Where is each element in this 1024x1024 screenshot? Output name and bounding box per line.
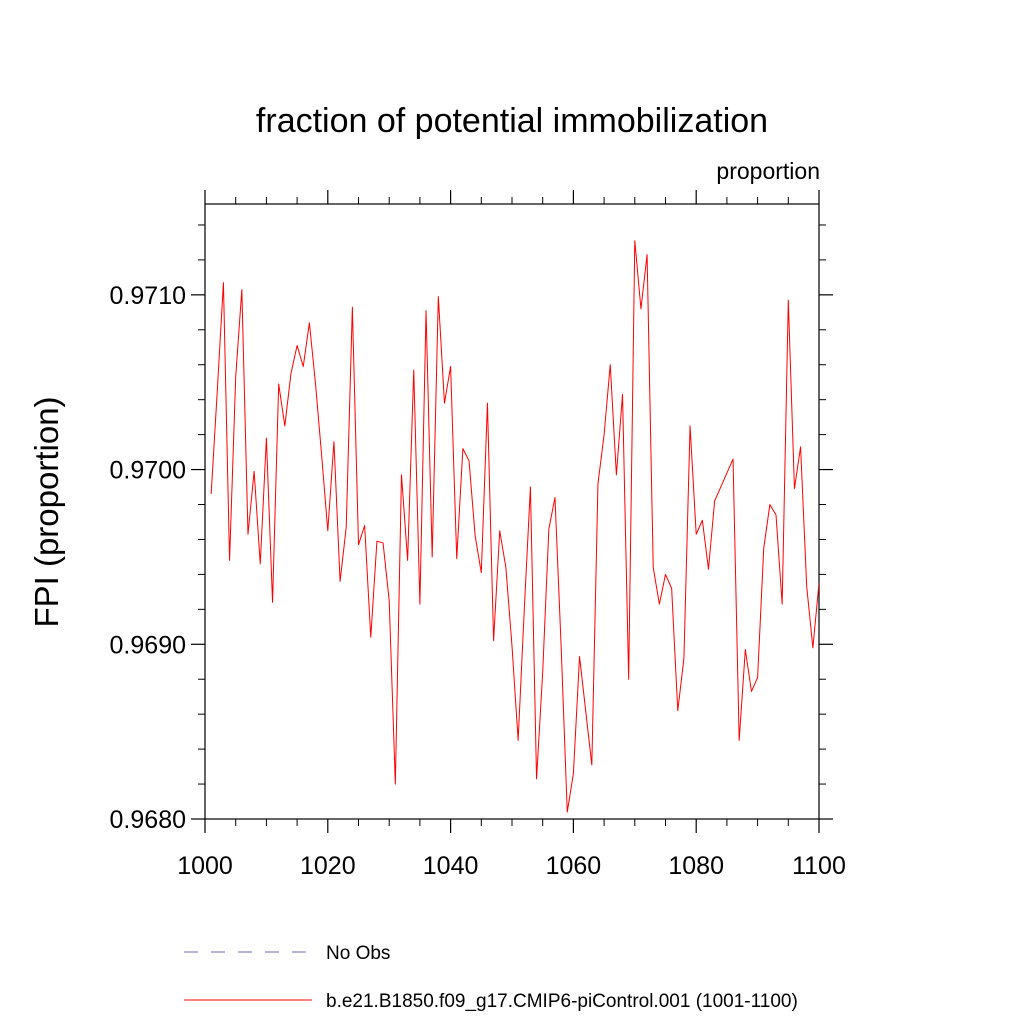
- y-axis-label: FPI (proportion): [28, 396, 65, 627]
- legend: No Obs b.e21.B1850.f09_g17.CMIP6-piContro…: [184, 943, 798, 1012]
- x-tick-label: 1100: [792, 852, 846, 880]
- y-tick-label: 0.9690: [110, 631, 186, 659]
- y-tick-label: 0.9700: [110, 457, 186, 485]
- x-tick-label: 1000: [177, 852, 233, 880]
- chart-title: fraction of potential immobilization: [256, 102, 768, 140]
- x-tick-label: 1020: [300, 852, 356, 880]
- y-tick-label: 0.9710: [110, 282, 186, 310]
- series-line: [210, 240, 819, 813]
- plot-frame: [204, 203, 820, 820]
- legend-label: b.e21.B1850.f09_g17.CMIP6-piControl.001 …: [326, 991, 798, 1012]
- x-tick-label: 1040: [423, 852, 479, 880]
- x-tick-label: 1080: [668, 852, 724, 880]
- y-tick-label: 0.9680: [110, 806, 186, 834]
- x-tick-label: 1060: [546, 852, 602, 880]
- plot-axes: 1000 1020 1040 1060 1080 1100 0.9680 0.9690 0.97…: [110, 190, 846, 880]
- legend-label: No Obs: [326, 943, 390, 964]
- series-layer: [210, 240, 819, 813]
- units-label: proportion: [716, 158, 820, 184]
